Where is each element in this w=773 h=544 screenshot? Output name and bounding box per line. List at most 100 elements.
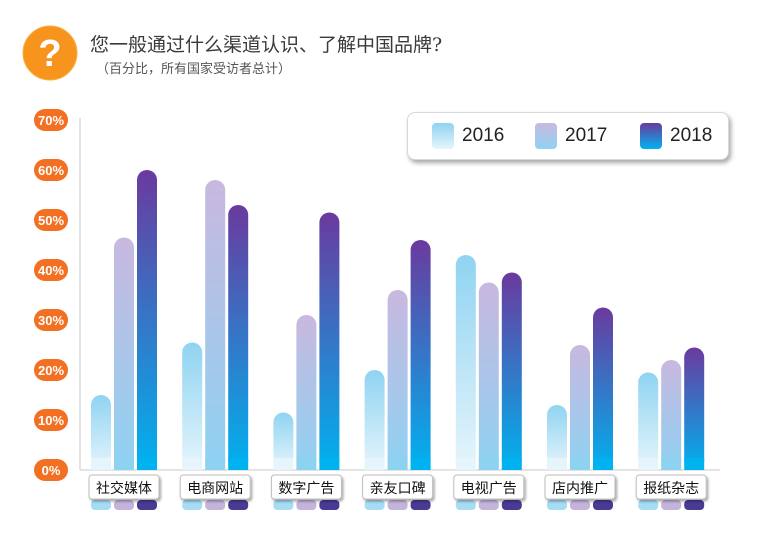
x-axis: 社交媒体 电商网站 数字广告 亲友口碑 电视广告 店内推广 报纸杂志 (88, 474, 707, 500)
category-label-box (88, 474, 160, 500)
category-label: 报纸杂志 (643, 481, 699, 497)
legend-swatch-2018 (640, 123, 662, 149)
bar-base-2016-3 (364, 458, 385, 470)
category-label-box (179, 474, 251, 500)
bar-cap-2016-5 (547, 500, 567, 510)
bar-base-2018-6 (684, 458, 705, 470)
bar-base-2018-4 (501, 458, 522, 470)
bar-2016-6 (638, 372, 659, 470)
y-axis: 0% 10% 20% 30% 40% 50% 60% 70% (34, 109, 68, 481)
y-tick-badge (34, 309, 68, 331)
bar-base-2016-4 (455, 458, 476, 470)
category-label-box (270, 474, 342, 500)
y-tick-label: 50% (38, 213, 64, 228)
legend-swatch-2016 (432, 123, 454, 149)
bar-2018-4 (501, 272, 522, 470)
bar-cap-2016-4 (455, 500, 476, 510)
bar-base-2016-1 (182, 458, 203, 470)
y-tick-badge (34, 159, 68, 181)
bar-2017-6 (661, 360, 682, 470)
bar-cap-2016-6 (638, 500, 659, 510)
bar-cap-2016-2 (273, 500, 294, 510)
bar-2016-3 (364, 370, 385, 470)
category-label: 店内推广 (552, 481, 608, 497)
bar-2016-5 (547, 405, 567, 470)
bar-2017-1 (205, 180, 226, 470)
svg-text:?: ? (38, 33, 61, 75)
bar-base-2017-6 (661, 458, 682, 470)
bar-base-2018-2 (319, 458, 340, 470)
category-label-box (635, 474, 707, 500)
y-tick-label: 40% (38, 263, 64, 278)
y-tick-label: 10% (38, 413, 64, 428)
bar-cap-2018-3 (410, 500, 431, 510)
bar-cap-2017-4 (478, 500, 499, 510)
bar-2016-1 (182, 342, 203, 470)
y-tick-label: 30% (38, 313, 64, 328)
bar-base-2016-5 (547, 458, 567, 470)
bar-cap-2018-1 (228, 500, 249, 510)
bar-2016-2 (273, 412, 294, 470)
legend-swatch-2017 (535, 123, 557, 149)
bar-2018-0 (137, 170, 157, 470)
y-tick-badge (34, 359, 68, 381)
bar-2018-1 (228, 205, 249, 470)
bar-base-2017-2 (296, 458, 317, 470)
question-mark-icon: ? (22, 25, 78, 81)
bar-cap-2017-0 (114, 500, 134, 510)
bar-cap-2018-0 (137, 500, 157, 510)
chart-title: 您一般通过什么渠道认识、了解中国品牌? (90, 34, 443, 56)
y-tick-label: 60% (38, 163, 64, 178)
bar-2017-5 (570, 345, 590, 470)
category-label-box (544, 474, 616, 500)
bar-cap-2016-0 (91, 500, 111, 510)
bar-cap-2018-6 (684, 500, 705, 510)
y-tick-label: 0% (42, 463, 61, 478)
bar-cap-2018-5 (593, 500, 613, 510)
bar-base-2016-0 (91, 458, 111, 470)
bar-base-2018-0 (137, 458, 157, 470)
legend: 2016 2017 2018 (407, 112, 729, 160)
bar-2018-2 (319, 212, 340, 470)
bar-cap-2018-2 (319, 500, 340, 510)
bar-cap-2017-3 (387, 500, 408, 510)
bar-base-2017-0 (114, 458, 134, 470)
bar-base-2017-1 (205, 458, 226, 470)
category-label: 数字广告 (278, 481, 334, 497)
y-tick-badge (34, 209, 68, 231)
y-tick-badge (34, 459, 68, 481)
bar-cap-2016-1 (182, 500, 203, 510)
y-tick-badge (34, 109, 68, 131)
y-tick-label: 20% (38, 363, 64, 378)
bar-2018-3 (410, 240, 431, 470)
bar-cap-2017-2 (296, 500, 317, 510)
bar-cap-2017-1 (205, 500, 226, 510)
legend-label-2017: 2017 (565, 125, 608, 146)
bar-2017-3 (387, 290, 408, 470)
y-tick-badge (34, 409, 68, 431)
bar-base-2017-3 (387, 458, 408, 470)
bar-cap-2018-4 (501, 500, 522, 510)
legend-label-2018: 2018 (670, 125, 713, 146)
bar-cap-2017-6 (661, 500, 682, 510)
bar-2017-4 (478, 282, 499, 470)
category-label-box (453, 474, 525, 500)
y-tick-label: 70% (38, 113, 64, 128)
bar-base-2017-5 (570, 458, 590, 470)
bar-cap-2016-3 (364, 500, 385, 510)
bar-base-2018-5 (593, 458, 613, 470)
bar-base-2016-6 (638, 458, 659, 470)
bar-cap-2017-5 (570, 500, 590, 510)
bar-base-2016-2 (273, 458, 294, 470)
category-label: 亲友口碑 (370, 481, 426, 497)
bar-base-2018-1 (228, 458, 249, 470)
bar-2018-6 (684, 347, 705, 470)
category-label: 社交媒体 (96, 480, 152, 497)
bar-2018-5 (593, 307, 613, 470)
category-label-box (362, 474, 434, 500)
y-tick-badge (34, 259, 68, 281)
bar-2016-4 (455, 255, 476, 470)
bars-group (91, 170, 705, 510)
bar-2016-0 (91, 395, 111, 470)
